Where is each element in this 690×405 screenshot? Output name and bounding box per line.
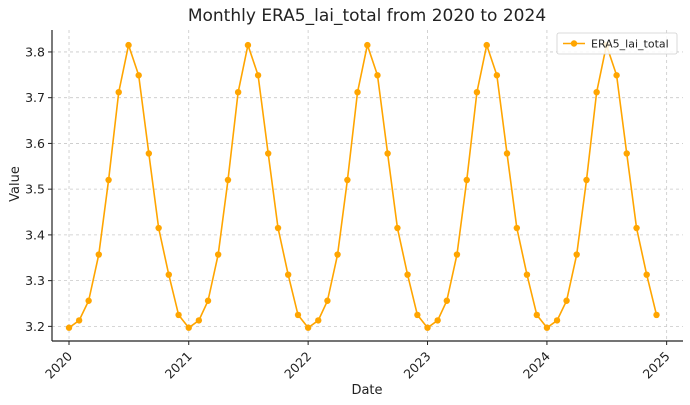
chart-title: Monthly ERA5_lai_total from 2020 to 2024	[188, 6, 546, 26]
data-point	[503, 150, 511, 157]
data-point	[155, 224, 162, 232]
data-point	[165, 271, 172, 278]
data-point	[294, 311, 302, 319]
data-point	[304, 324, 312, 331]
data-point	[265, 150, 272, 157]
data-point	[563, 297, 570, 304]
data-point	[175, 311, 182, 319]
data-point	[633, 224, 640, 232]
x-tick-label: 2023	[401, 349, 434, 382]
data-point	[224, 176, 232, 184]
data-point	[623, 150, 630, 157]
legend-marker-swatch	[570, 40, 578, 47]
y-tick-label: 3.4	[25, 227, 45, 242]
data-point	[344, 176, 351, 184]
data-point	[85, 297, 92, 304]
data-point	[553, 317, 561, 324]
data-point	[414, 311, 421, 319]
x-tick-label: 2020	[42, 348, 75, 381]
data-point	[274, 224, 282, 232]
data-point	[463, 176, 470, 184]
data-point	[115, 89, 122, 96]
data-point	[95, 251, 102, 258]
data-point	[493, 72, 501, 79]
data-point	[404, 271, 411, 278]
data-point	[653, 311, 660, 319]
data-point	[214, 251, 222, 258]
y-axis-label: Value	[8, 166, 23, 202]
series-line-ERA5_lai_total	[68, 42, 658, 329]
data-point	[424, 324, 431, 331]
legend-entry-label: ERA5_lai_total	[591, 38, 669, 51]
data-point	[65, 324, 73, 331]
data-point	[324, 297, 331, 304]
data-point	[364, 41, 371, 49]
data-point	[453, 251, 461, 258]
data-point	[244, 41, 252, 49]
x-axis-label: Date	[351, 383, 382, 398]
data-point	[384, 150, 391, 157]
data-point	[185, 324, 192, 331]
data-point	[483, 41, 490, 49]
y-tick-label: 3.7	[25, 90, 45, 105]
data-point	[434, 317, 441, 324]
y-tick-label: 3.6	[25, 136, 45, 151]
x-tick-label: 2022	[281, 349, 314, 382]
data-point	[315, 317, 322, 324]
data-point	[583, 176, 590, 184]
data-point	[105, 176, 112, 184]
data-point	[573, 251, 580, 258]
y-tick-label: 3.8	[25, 44, 45, 59]
data-point	[513, 224, 521, 232]
x-tick-label: 2024	[520, 348, 553, 381]
axes: 3.2 3.3 3.4 3.5 3.6 3.7 3.8 2020 2021 2022 2023 202…	[25, 30, 683, 382]
data-point	[593, 89, 600, 96]
y-tick-label: 3.3	[25, 273, 45, 288]
data-point	[195, 317, 203, 324]
data-point	[334, 251, 341, 258]
data-point	[643, 271, 650, 278]
y-tick-label: 3.2	[25, 319, 45, 334]
data-point	[374, 72, 381, 79]
data-point	[394, 224, 401, 232]
grid-lines	[52, 30, 683, 341]
legend-box	[556, 32, 678, 55]
data-point	[613, 72, 620, 79]
data-point	[125, 41, 132, 49]
data-point	[75, 317, 83, 324]
data-point	[443, 297, 451, 304]
data-point	[284, 271, 292, 278]
x-tick-label: 2025	[640, 349, 673, 382]
data-point	[135, 72, 142, 79]
series-group	[65, 41, 660, 331]
data-point	[533, 311, 540, 319]
data-point	[145, 150, 153, 157]
y-tick-label: 3.5	[25, 182, 45, 197]
data-point	[234, 89, 242, 96]
data-point	[543, 324, 551, 331]
x-tick-label: 2021	[162, 349, 195, 382]
legend: ERA5_lai_total	[556, 32, 678, 55]
data-point	[473, 89, 481, 96]
data-point	[523, 271, 531, 278]
data-point	[354, 89, 361, 96]
data-point	[204, 297, 212, 304]
data-point	[254, 72, 262, 79]
